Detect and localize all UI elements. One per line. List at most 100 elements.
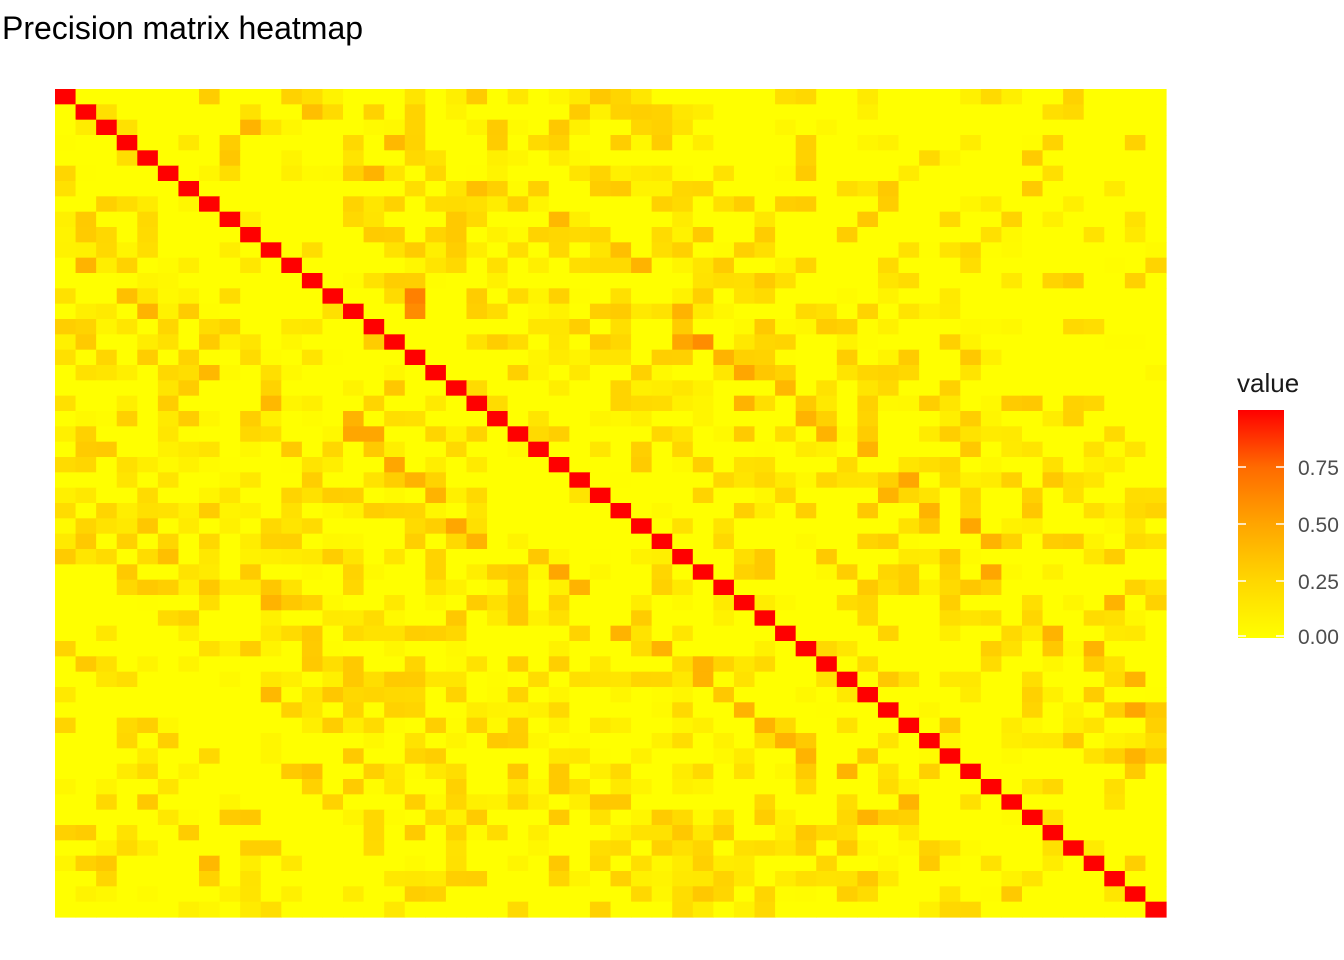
heatmap-cell [178, 779, 200, 795]
heatmap-cell [322, 104, 344, 121]
heatmap-cell [1104, 89, 1126, 105]
heatmap-cell [672, 196, 694, 213]
heatmap-cell [75, 717, 97, 734]
heatmap-cell [980, 763, 1002, 780]
heatmap-cell [857, 441, 879, 458]
heatmap-cell [1063, 625, 1085, 642]
heatmap-cell [1042, 687, 1064, 703]
heatmap-cell [1145, 533, 1167, 550]
heatmap-cell [1042, 395, 1064, 412]
heatmap-cell [281, 503, 303, 519]
heatmap-cell [569, 181, 591, 197]
heatmap-cell [1042, 135, 1064, 151]
heatmap-cell [589, 104, 612, 121]
heatmap-cell [404, 319, 426, 335]
heatmap-cell [466, 104, 488, 121]
heatmap-cell [692, 871, 714, 887]
heatmap-cell [692, 411, 714, 427]
heatmap-cell [466, 196, 488, 213]
heatmap-cell [219, 196, 241, 213]
heatmap-cell [199, 150, 221, 167]
heatmap-cell [55, 196, 77, 213]
heatmap-cell [137, 257, 159, 274]
heatmap-cell [1124, 763, 1147, 780]
heatmap-cell [775, 871, 797, 887]
heatmap-cell [898, 196, 920, 213]
heatmap-cell [651, 165, 673, 182]
heatmap-cell [466, 579, 488, 596]
heatmap-cell [487, 150, 509, 167]
heatmap-cell-diagonal [775, 625, 797, 642]
heatmap-cell [1001, 733, 1023, 749]
heatmap-cell [96, 135, 118, 151]
heatmap-cell [610, 610, 632, 627]
heatmap-cell [836, 89, 858, 105]
heatmap-cell [507, 150, 529, 167]
heatmap-cell [548, 303, 570, 320]
heatmap-cell [487, 487, 509, 504]
heatmap-cell [960, 779, 982, 795]
heatmap-cell [343, 441, 365, 458]
heatmap-cell [898, 503, 920, 519]
heatmap-cell [343, 181, 365, 197]
heatmap-cell [672, 625, 694, 642]
heatmap-cell [425, 809, 447, 826]
heatmap-cell [322, 533, 344, 550]
heatmap-cell [775, 89, 797, 105]
heatmap-cell [919, 273, 941, 289]
heatmap-cell [487, 671, 509, 688]
heatmap-cell [507, 733, 529, 749]
heatmap-cell [1124, 717, 1147, 734]
heatmap-cell [754, 257, 776, 274]
heatmap-cell-diagonal [404, 349, 426, 366]
heatmap-cell [672, 89, 694, 105]
heatmap-cell [919, 349, 941, 366]
heatmap-cell [1063, 119, 1085, 136]
heatmap-cell [1124, 181, 1147, 197]
heatmap-cell [775, 809, 797, 826]
heatmap-cell [1042, 441, 1064, 458]
heatmap-cell [384, 411, 406, 427]
heatmap-cell [816, 702, 838, 719]
heatmap-cell [116, 211, 138, 228]
heatmap-cell [1001, 503, 1023, 519]
heatmap-cell [1104, 135, 1126, 151]
heatmap-cell [1063, 809, 1085, 826]
heatmap-cell [1042, 671, 1064, 688]
heatmap-cell [919, 303, 941, 320]
heatmap-cell [219, 671, 241, 688]
heatmap-cell [96, 825, 118, 841]
heatmap-cell [425, 165, 447, 182]
heatmap-cell [322, 794, 344, 811]
heatmap-cell [919, 687, 941, 703]
heatmap-cell [1083, 901, 1105, 918]
heatmap-cell [898, 656, 920, 673]
heatmap-cell-diagonal [919, 733, 941, 749]
heatmap-cell [651, 671, 673, 688]
heatmap-cell-diagonal [445, 380, 468, 397]
heatmap-cell [404, 901, 426, 918]
heatmap-cell [1124, 748, 1147, 765]
heatmap-cell [219, 641, 241, 657]
heatmap-cell [631, 395, 653, 412]
heatmap-cell [569, 288, 591, 305]
heatmap-cell [137, 564, 159, 581]
heatmap-cell [507, 825, 529, 841]
heatmap-cell [75, 319, 97, 335]
heatmap-cell [1042, 257, 1064, 274]
heatmap-cell [281, 426, 303, 443]
heatmap-cell [713, 733, 735, 749]
heatmap-cell [466, 181, 488, 197]
heatmap-cell [692, 717, 714, 734]
heatmap-cell [754, 595, 776, 611]
heatmap-cell [836, 748, 858, 765]
heatmap-cell [1042, 748, 1064, 765]
heatmap-cell [1042, 871, 1064, 887]
heatmap-cell [980, 119, 1002, 136]
heatmap-cell [754, 273, 776, 289]
heatmap-cell [610, 334, 632, 351]
heatmap-cell [939, 349, 961, 366]
heatmap-cell [281, 733, 303, 749]
heatmap-cell [466, 794, 488, 811]
heatmap-cell [301, 135, 324, 151]
